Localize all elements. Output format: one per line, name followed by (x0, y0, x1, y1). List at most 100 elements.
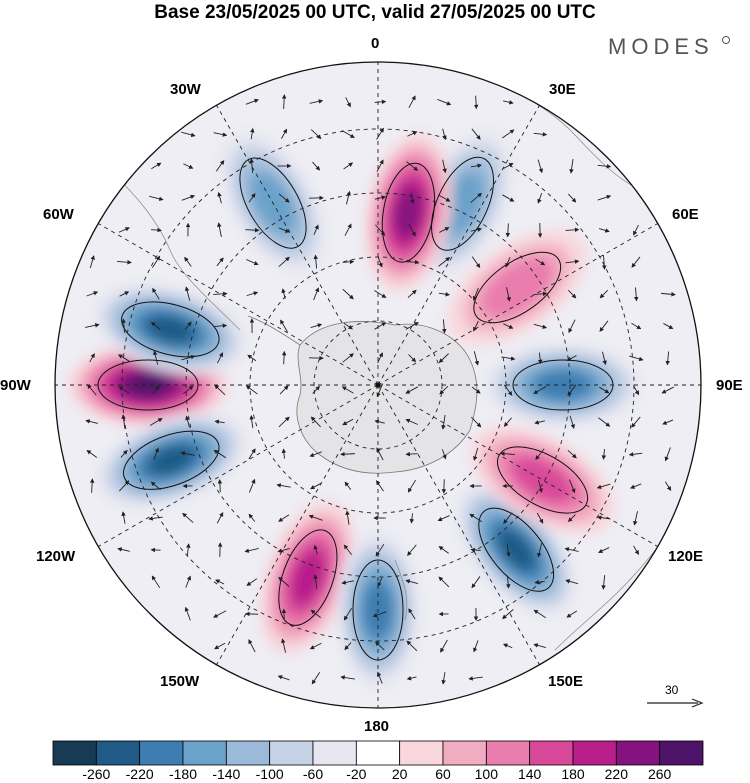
colorbar (52, 740, 704, 766)
wind-vector (598, 417, 611, 427)
anomaly-shading (290, 550, 325, 605)
wind-vector (439, 227, 450, 233)
wind-vector (248, 639, 256, 653)
wind-vector (281, 94, 287, 110)
wind-vector (150, 321, 161, 330)
wind-vector (437, 515, 450, 522)
wind-vector (119, 291, 130, 297)
wind-vector (468, 676, 483, 681)
wind-vector (534, 420, 545, 425)
anomaly-contour (473, 251, 562, 324)
wind-vector (473, 95, 479, 110)
wind-vector (310, 323, 323, 329)
colorbar-swatch (182, 740, 227, 766)
wind-vector (565, 579, 579, 585)
lon-label-90e: 90E (716, 377, 743, 394)
anomaly-shading (497, 529, 535, 571)
wind-vector (473, 447, 479, 461)
wind-vector (567, 514, 576, 523)
wind-vector (407, 479, 416, 493)
wind-vector (245, 98, 259, 105)
wind-vector (406, 640, 418, 652)
wind-vector (281, 128, 287, 139)
wind-vector (441, 415, 446, 430)
lon-label-150e: 150E (548, 673, 584, 690)
colorbar-tick-label: 260 (647, 766, 672, 782)
wind-vector (533, 132, 548, 137)
wind-vector (437, 98, 452, 106)
colorbar-tick-label: 220 (604, 766, 629, 782)
wind-vector (121, 511, 126, 524)
wind-vector (602, 254, 607, 270)
wind-vector (180, 451, 195, 456)
wind-vector (311, 672, 321, 685)
wind-vector (441, 672, 446, 685)
wind-vector (442, 319, 447, 334)
wind-vector (215, 579, 225, 585)
wind-vector (405, 451, 418, 457)
wind-vector (216, 257, 224, 267)
wind-vector (503, 162, 514, 169)
colorbar-swatch (572, 740, 617, 766)
wind-vector (405, 579, 418, 584)
wind-vector (565, 227, 580, 233)
wind-vector (117, 547, 131, 552)
wind-vector (312, 161, 321, 171)
wind-vector (503, 100, 514, 105)
wind-vector (662, 419, 674, 425)
wind-vector (533, 386, 547, 394)
wind-vector (628, 452, 643, 457)
wind-vector (568, 319, 576, 334)
wind-vector (408, 224, 416, 237)
wind-vector (407, 131, 418, 137)
wind-vector (276, 483, 291, 488)
south-america-coastline (109, 169, 241, 331)
anomaly-contour (123, 430, 220, 490)
wind-vector (340, 675, 355, 680)
wind-vector (313, 574, 318, 589)
wind-vector (248, 478, 256, 493)
wind-vector (408, 608, 416, 620)
colorbar-swatch (139, 740, 184, 766)
map-boundary (54, 61, 702, 709)
wind-vector (596, 515, 611, 520)
wind-vector (89, 353, 95, 363)
wind-vector (473, 320, 479, 332)
wind-vector (182, 512, 194, 523)
wind-vector (343, 322, 353, 330)
wind-vector (184, 286, 191, 301)
anomaly-shading (480, 257, 554, 318)
wind-vector (375, 543, 385, 557)
wind-vector (503, 323, 514, 329)
wind-vector (538, 479, 543, 493)
wind-vector (345, 190, 351, 205)
wind-vector (152, 385, 160, 394)
wind-vector (599, 320, 609, 332)
colorbar-tick-label: 140 (517, 766, 542, 782)
wind-vector (661, 386, 674, 394)
wind-vector (250, 127, 255, 140)
wind-vector (471, 576, 481, 589)
colorbar-swatch (442, 740, 487, 766)
wind-vector (344, 481, 352, 491)
wind-vector (217, 479, 223, 493)
wind-vector (86, 291, 99, 297)
wind-vector (214, 642, 226, 650)
wind-vector (85, 323, 100, 328)
reference-vector-label: 30 (665, 683, 679, 697)
wind-vector (245, 227, 260, 233)
wind-vector (470, 227, 483, 232)
wind-vector (186, 543, 191, 556)
wind-vector (599, 289, 609, 299)
wind-vector (148, 516, 163, 521)
wind-vector (121, 414, 126, 429)
wind-vector (633, 545, 639, 555)
wind-vector (565, 259, 580, 264)
wind-vector (406, 676, 417, 681)
wind-vector (313, 254, 318, 269)
brand-logo: MODES (608, 34, 714, 59)
wind-vector (441, 449, 447, 460)
colorbar-swatch (659, 740, 704, 766)
wind-vector (438, 292, 450, 297)
anomaly-shading (146, 315, 195, 344)
